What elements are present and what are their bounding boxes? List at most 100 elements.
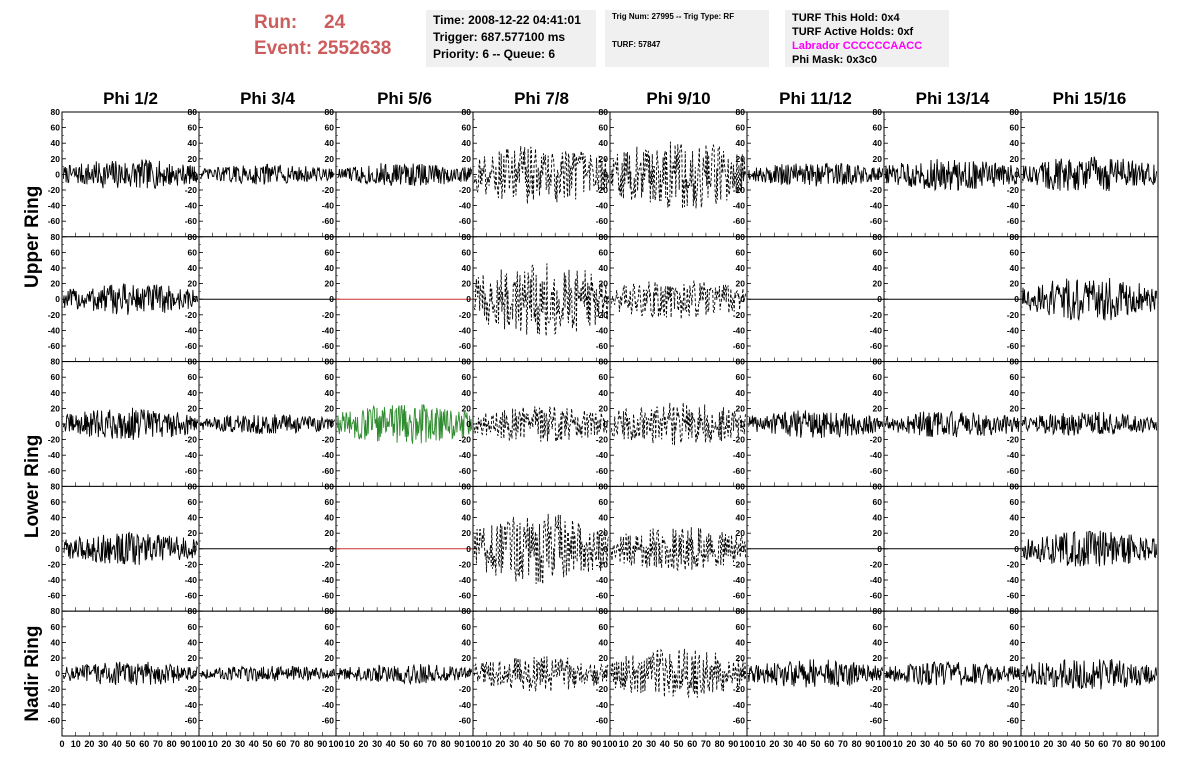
column-header: Phi 9/10 bbox=[646, 89, 710, 108]
y-tick-label: -20 bbox=[185, 559, 198, 569]
y-tick-label: -60 bbox=[48, 341, 61, 351]
y-tick-label: -20 bbox=[870, 435, 883, 445]
x-tick-label: 100 bbox=[191, 739, 206, 749]
y-tick-label: 40 bbox=[873, 637, 883, 647]
y-tick-label: -40 bbox=[733, 201, 746, 211]
waveform-trace bbox=[747, 659, 884, 688]
y-tick-label: -20 bbox=[48, 559, 61, 569]
y-tick-label: -60 bbox=[459, 715, 472, 725]
x-tick-label: 80 bbox=[441, 739, 451, 749]
y-tick-label: -60 bbox=[185, 216, 198, 226]
y-tick-label: 60 bbox=[599, 372, 609, 382]
y-tick-label: 20 bbox=[188, 653, 198, 663]
waveform-trace bbox=[1021, 411, 1158, 436]
trig-info-box: Trig Num: 27995 -- Trig Type: RF TURF: 5… bbox=[605, 10, 769, 67]
y-tick-label: -20 bbox=[48, 684, 61, 694]
x-tick-label: 70 bbox=[1112, 739, 1122, 749]
y-tick-label: -40 bbox=[870, 201, 883, 211]
labrador-text: Labrador CCCCCCAACC bbox=[792, 40, 923, 52]
y-tick-label: 0 bbox=[740, 169, 745, 179]
waveform-panel: -60 -40 -20 0 20 40 60 80 bbox=[1007, 232, 1159, 363]
y-tick-label: 80 bbox=[51, 357, 61, 367]
y-tick-label: 20 bbox=[51, 154, 61, 164]
column-header: Phi 13/14 bbox=[916, 89, 990, 108]
y-tick-label: 60 bbox=[325, 123, 335, 133]
x-tick-label: 30 bbox=[783, 739, 793, 749]
y-tick-label: 0 bbox=[466, 669, 471, 679]
column-header: Phi 5/6 bbox=[377, 89, 432, 108]
x-tick-label: 30 bbox=[1057, 739, 1067, 749]
y-tick-label: 20 bbox=[873, 154, 883, 164]
y-tick-label: -20 bbox=[870, 310, 883, 320]
y-tick-label: -20 bbox=[870, 185, 883, 195]
x-tick-label: 70 bbox=[427, 739, 437, 749]
x-tick-label: 80 bbox=[852, 739, 862, 749]
y-tick-label: -20 bbox=[185, 310, 198, 320]
x-tick-label: 90 bbox=[865, 739, 875, 749]
y-tick-label: 60 bbox=[1010, 622, 1020, 632]
run-value: 24 bbox=[324, 12, 346, 33]
y-tick-label: 60 bbox=[462, 497, 472, 507]
x-tick-label: 20 bbox=[906, 739, 916, 749]
x-tick-label: 40 bbox=[112, 739, 122, 749]
x-tick-label: 50 bbox=[399, 739, 409, 749]
y-tick-label: 0 bbox=[877, 419, 882, 429]
y-tick-label: 0 bbox=[55, 294, 60, 304]
turf-hold-text: TURF This Hold: 0x4 bbox=[792, 12, 900, 24]
y-tick-label: 0 bbox=[192, 669, 197, 679]
x-tick-label: 40 bbox=[386, 739, 396, 749]
y-tick-label: 60 bbox=[599, 247, 609, 257]
x-tick-label: 20 bbox=[769, 739, 779, 749]
y-tick-label: 40 bbox=[1010, 513, 1020, 523]
y-tick-label: 0 bbox=[877, 169, 882, 179]
y-tick-label: -40 bbox=[48, 450, 61, 460]
run-label: Run: bbox=[254, 12, 298, 33]
y-tick-label: -60 bbox=[733, 216, 746, 226]
waveform-trace bbox=[62, 407, 199, 440]
y-tick-label: 60 bbox=[462, 247, 472, 257]
y-tick-label: 20 bbox=[873, 653, 883, 663]
y-tick-label: 60 bbox=[462, 622, 472, 632]
ring-label: Nadir Ring bbox=[22, 626, 43, 722]
x-tick-label: 60 bbox=[550, 739, 560, 749]
y-tick-label: 80 bbox=[325, 107, 335, 117]
y-tick-label: -20 bbox=[596, 435, 609, 445]
y-tick-label: 0 bbox=[603, 419, 608, 429]
y-tick-label: -40 bbox=[185, 325, 198, 335]
y-tick-label: -40 bbox=[322, 700, 335, 710]
x-tick-label: 10 bbox=[71, 739, 81, 749]
x-tick-label: 50 bbox=[262, 739, 272, 749]
y-tick-label: 40 bbox=[462, 513, 472, 523]
y-tick-label: -40 bbox=[1007, 450, 1020, 460]
waveform-trace bbox=[1021, 156, 1158, 192]
y-tick-label: -40 bbox=[185, 575, 198, 585]
x-tick-label: 70 bbox=[838, 739, 848, 749]
y-tick-label: -60 bbox=[322, 466, 335, 476]
y-tick-label: 80 bbox=[736, 357, 746, 367]
waveform-trace bbox=[748, 410, 884, 439]
y-tick-label: -40 bbox=[596, 450, 609, 460]
y-tick-label: 40 bbox=[873, 388, 883, 398]
x-tick-label: 10 bbox=[756, 739, 766, 749]
y-tick-label: 40 bbox=[325, 388, 335, 398]
y-tick-label: 80 bbox=[873, 606, 883, 616]
y-tick-label: 20 bbox=[873, 403, 883, 413]
y-tick-label: 20 bbox=[51, 279, 61, 289]
y-tick-label: 40 bbox=[51, 388, 61, 398]
y-tick-label: 20 bbox=[873, 528, 883, 538]
y-tick-label: 80 bbox=[51, 481, 61, 491]
waveform-panel: -60 -40 -20 0 20 40 60 80 bbox=[1007, 357, 1159, 487]
y-tick-label: -20 bbox=[322, 310, 335, 320]
x-tick-label: 80 bbox=[715, 739, 725, 749]
waveform-trace bbox=[200, 665, 336, 682]
y-tick-label: 60 bbox=[599, 497, 609, 507]
y-tick-label: 80 bbox=[873, 481, 883, 491]
y-tick-label: -20 bbox=[459, 185, 472, 195]
y-tick-label: -40 bbox=[459, 201, 472, 211]
y-tick-label: 20 bbox=[1010, 154, 1020, 164]
y-tick-label: -20 bbox=[1007, 435, 1020, 445]
x-tick-label: 100 bbox=[328, 739, 343, 749]
waveform-panel: -60 -40 -20 0 20 40 60 80 bbox=[870, 232, 1022, 363]
y-tick-label: -40 bbox=[459, 325, 472, 335]
x-tick-label: 30 bbox=[509, 739, 519, 749]
